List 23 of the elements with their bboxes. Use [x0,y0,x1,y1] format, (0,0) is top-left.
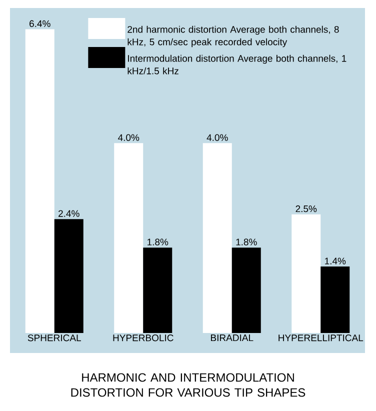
data-label: 1.8% [148,238,168,246]
bar [202,143,232,333]
bar [25,29,54,333]
text: HARMONIC AND INTERMODULATION DISTORTION FOR VARIOUS TIP SHAPES [71,373,306,397]
data-label: 6.4% [30,20,50,28]
data-label: 2.5% [296,205,317,212]
data-label: 4.0% [206,134,228,141]
bar [54,219,84,333]
data-label: 4.0% [118,134,140,141]
legend-label: 2nd harmonic distortion Average both channels, 8 kHz, 5 cm/sec peak recorded velocity [128,26,339,48]
bar [143,248,172,333]
bar [114,143,144,333]
x-tick-label: HYPERBOLIC [113,334,174,342]
x-tick-label: HYPERELLIPTICAL [278,334,364,342]
x-tick-label: SPHERICAL [28,334,81,342]
data-label: 1.4% [325,258,346,264]
x-tick-label: BIRADIAL [211,334,254,342]
legend-label: Intermodulation distortion Average both channels, 1 kHz/1.5 kHz [128,54,346,74]
data-label: 1.8% [236,238,257,246]
bar [232,248,261,333]
data-label: 2.4% [58,210,80,217]
bar [320,266,350,333]
bar [292,214,321,333]
